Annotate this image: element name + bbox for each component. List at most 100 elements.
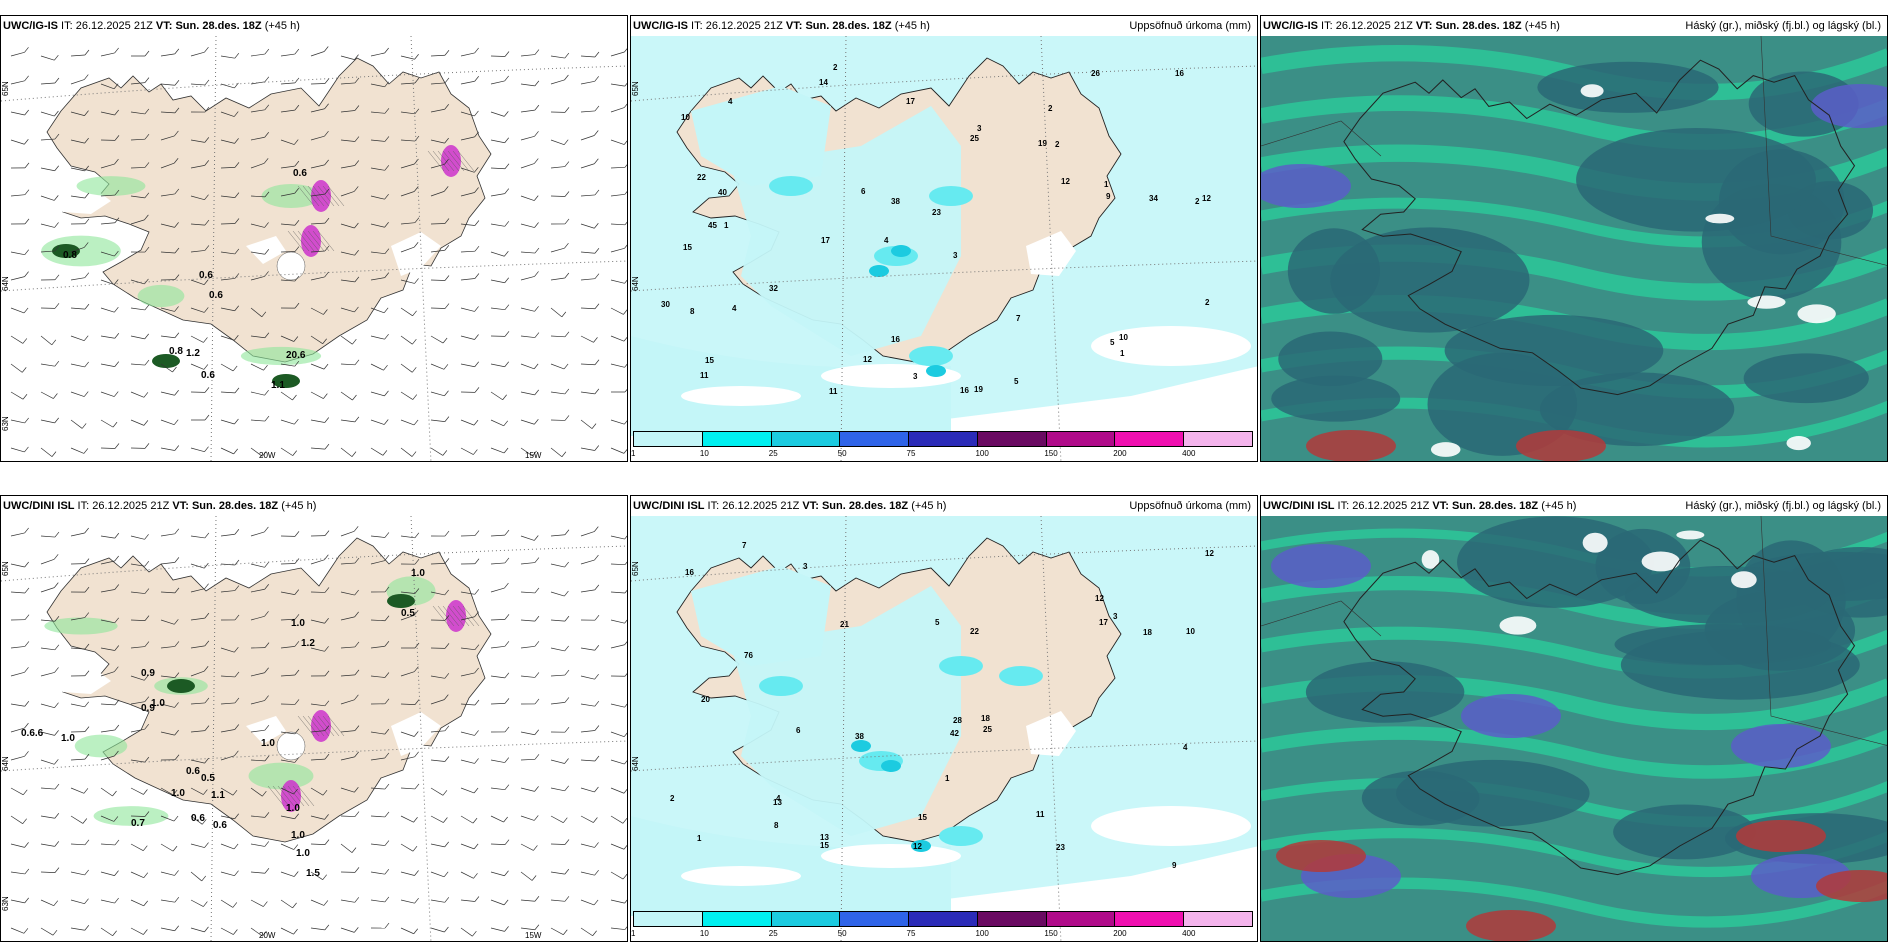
vt-value: Sun. 28.des. 18Z: [191, 500, 279, 512]
precip-value: 21: [840, 620, 849, 629]
precip-value: 0.5: [201, 773, 215, 784]
colorbar: 1 10 25 50 75 100 150 200 400: [631, 911, 1257, 941]
panel-r0-wind: UWC/IG-IS IT: 26.12.2025 21Z VT: Sun. 28…: [0, 15, 628, 462]
precip-value: 5: [935, 618, 940, 627]
colorbar-swatch: [702, 912, 772, 926]
lat-label: 65N: [1, 81, 10, 96]
lead-time: (+45 h): [278, 500, 317, 512]
precip-value: 6: [796, 726, 801, 735]
precip-value: 1.0: [291, 830, 305, 841]
panel-header: UWC/DINI ISL IT: 26.12.2025 21Z VT: Sun.…: [3, 500, 317, 512]
colorbar-tick: 50: [837, 929, 847, 938]
precip-value: 19: [974, 385, 983, 394]
precip-value: 2: [1195, 197, 1200, 206]
wind-barbs: [10, 46, 627, 458]
colorbar-swatch: [1184, 432, 1253, 446]
precip-value: 1: [945, 774, 950, 783]
precip-value: 0.6: [209, 290, 223, 301]
lat-label: 64N: [1, 756, 10, 771]
panel-header: UWC/DINI ISL IT: 26.12.2025 21Z VT: Sun.…: [631, 496, 1257, 516]
precip-value: 7: [1016, 314, 1021, 323]
precip-value: 25: [970, 134, 979, 143]
vt-value: Sun. 28.des. 18Z: [175, 20, 262, 32]
precip-value: 32: [769, 284, 778, 293]
lon-label: 15W: [525, 931, 542, 940]
precip-value: 1.5: [306, 868, 320, 879]
precip-value: 4: [884, 236, 889, 245]
iceland-outline: [1343, 539, 1856, 876]
it-value: 26.12.2025 21Z: [722, 500, 800, 512]
precip-value: 16: [891, 335, 900, 344]
colorbar-tick: 200: [1113, 929, 1127, 938]
precip-value: 2: [1055, 140, 1060, 149]
precip-value: 16: [960, 386, 969, 395]
map-area: 65N 64N 2 2 2 4 3 1 10 19 15 25 23 11 14 17 16 19 16 26 12 32…: [631, 36, 1257, 461]
it-value: 26.12.2025 21Z: [1335, 20, 1413, 32]
map-area: [1261, 36, 1887, 461]
precip-value: 12: [1095, 594, 1104, 603]
lat-label: 63N: [1, 416, 10, 431]
colorbar-swatch: [909, 912, 978, 926]
colorbar-swatch: [1115, 912, 1185, 926]
colorbar-tick: 1: [631, 449, 636, 458]
vt-value: Sun. 28.des. 18Z: [1451, 500, 1539, 512]
wind-barbs: [10, 526, 627, 937]
precip-value: 0.6.6: [21, 728, 44, 739]
model-label: UWC/DINI ISL: [3, 500, 75, 512]
precip-value: 0.6: [293, 168, 307, 179]
precip-value: 2: [1205, 298, 1210, 307]
precip-value: 5: [1110, 338, 1115, 347]
panel-header: UWC/DINI ISL IT: 26.12.2025 21Z VT: Sun.…: [1261, 496, 1887, 516]
precip-value: 17: [821, 236, 830, 245]
precip-value: 26: [1091, 69, 1100, 78]
colorbar-swatch: [1046, 912, 1116, 926]
colorbar-tick: 25: [768, 929, 778, 938]
precip-value: 1.0: [296, 848, 310, 859]
precip-value: 13: [773, 798, 782, 807]
precip-value: 16: [1175, 69, 1184, 78]
precip-value: 0.6: [213, 820, 227, 831]
colorbar-swatch: [771, 432, 841, 446]
colorbar-swatch: [634, 912, 703, 926]
precip-value: 28: [953, 716, 962, 725]
colorbar-tick: 75: [906, 449, 916, 458]
graticule: 65N 64N 63N 20W 15W: [1, 36, 627, 461]
precip-value: 3: [803, 562, 808, 571]
precip-value: 11: [700, 371, 709, 380]
colorbar-swatch: [977, 432, 1047, 446]
precip-value: 34: [1149, 194, 1158, 203]
lon-label: 20W: [259, 931, 276, 940]
precip-value: 1: [1104, 180, 1109, 189]
precip-value: 16: [685, 568, 694, 577]
precip-value: 4: [728, 97, 733, 106]
vt-value: Sun. 28.des. 18Z: [805, 20, 892, 32]
precip-value: 10: [1119, 333, 1128, 342]
precip-value: 45: [708, 221, 717, 230]
panel-title: Háský (gr.), miðský (fj.bl.) og lágský (…: [1685, 20, 1881, 32]
precip-value: 7: [742, 541, 747, 550]
colorbar-tick: 150: [1044, 449, 1058, 458]
precip-value: 2: [1048, 104, 1053, 113]
precip-value: 17: [1099, 618, 1108, 627]
precip-value: 12: [1202, 194, 1211, 203]
precip-value: 0.6: [201, 370, 215, 381]
precip-value: 12: [1061, 177, 1070, 186]
precip-value: 17: [906, 97, 915, 106]
precip-value: 1: [1120, 349, 1125, 358]
panel-r1-precip: UWC/DINI ISL IT: 26.12.2025 21Z VT: Sun.…: [630, 495, 1258, 942]
it-value: 26.12.2025 21Z: [705, 20, 783, 32]
precip-value: 2: [833, 63, 838, 72]
panel-header: UWC/IG-IS IT: 26.12.2025 21Z VT: Sun. 28…: [3, 20, 300, 32]
precip-value: 1: [697, 834, 702, 843]
precip-value: 3: [953, 251, 958, 260]
precip-value: 12: [1205, 549, 1214, 558]
precip-value: 1.0: [411, 568, 425, 579]
map-area: [1261, 516, 1887, 941]
precip-value: 1.0: [151, 698, 165, 709]
precip-value: 22: [697, 173, 706, 182]
precip-value: 22: [970, 627, 979, 636]
precip-value: 5: [1014, 377, 1019, 386]
colorbar-swatch: [977, 912, 1047, 926]
